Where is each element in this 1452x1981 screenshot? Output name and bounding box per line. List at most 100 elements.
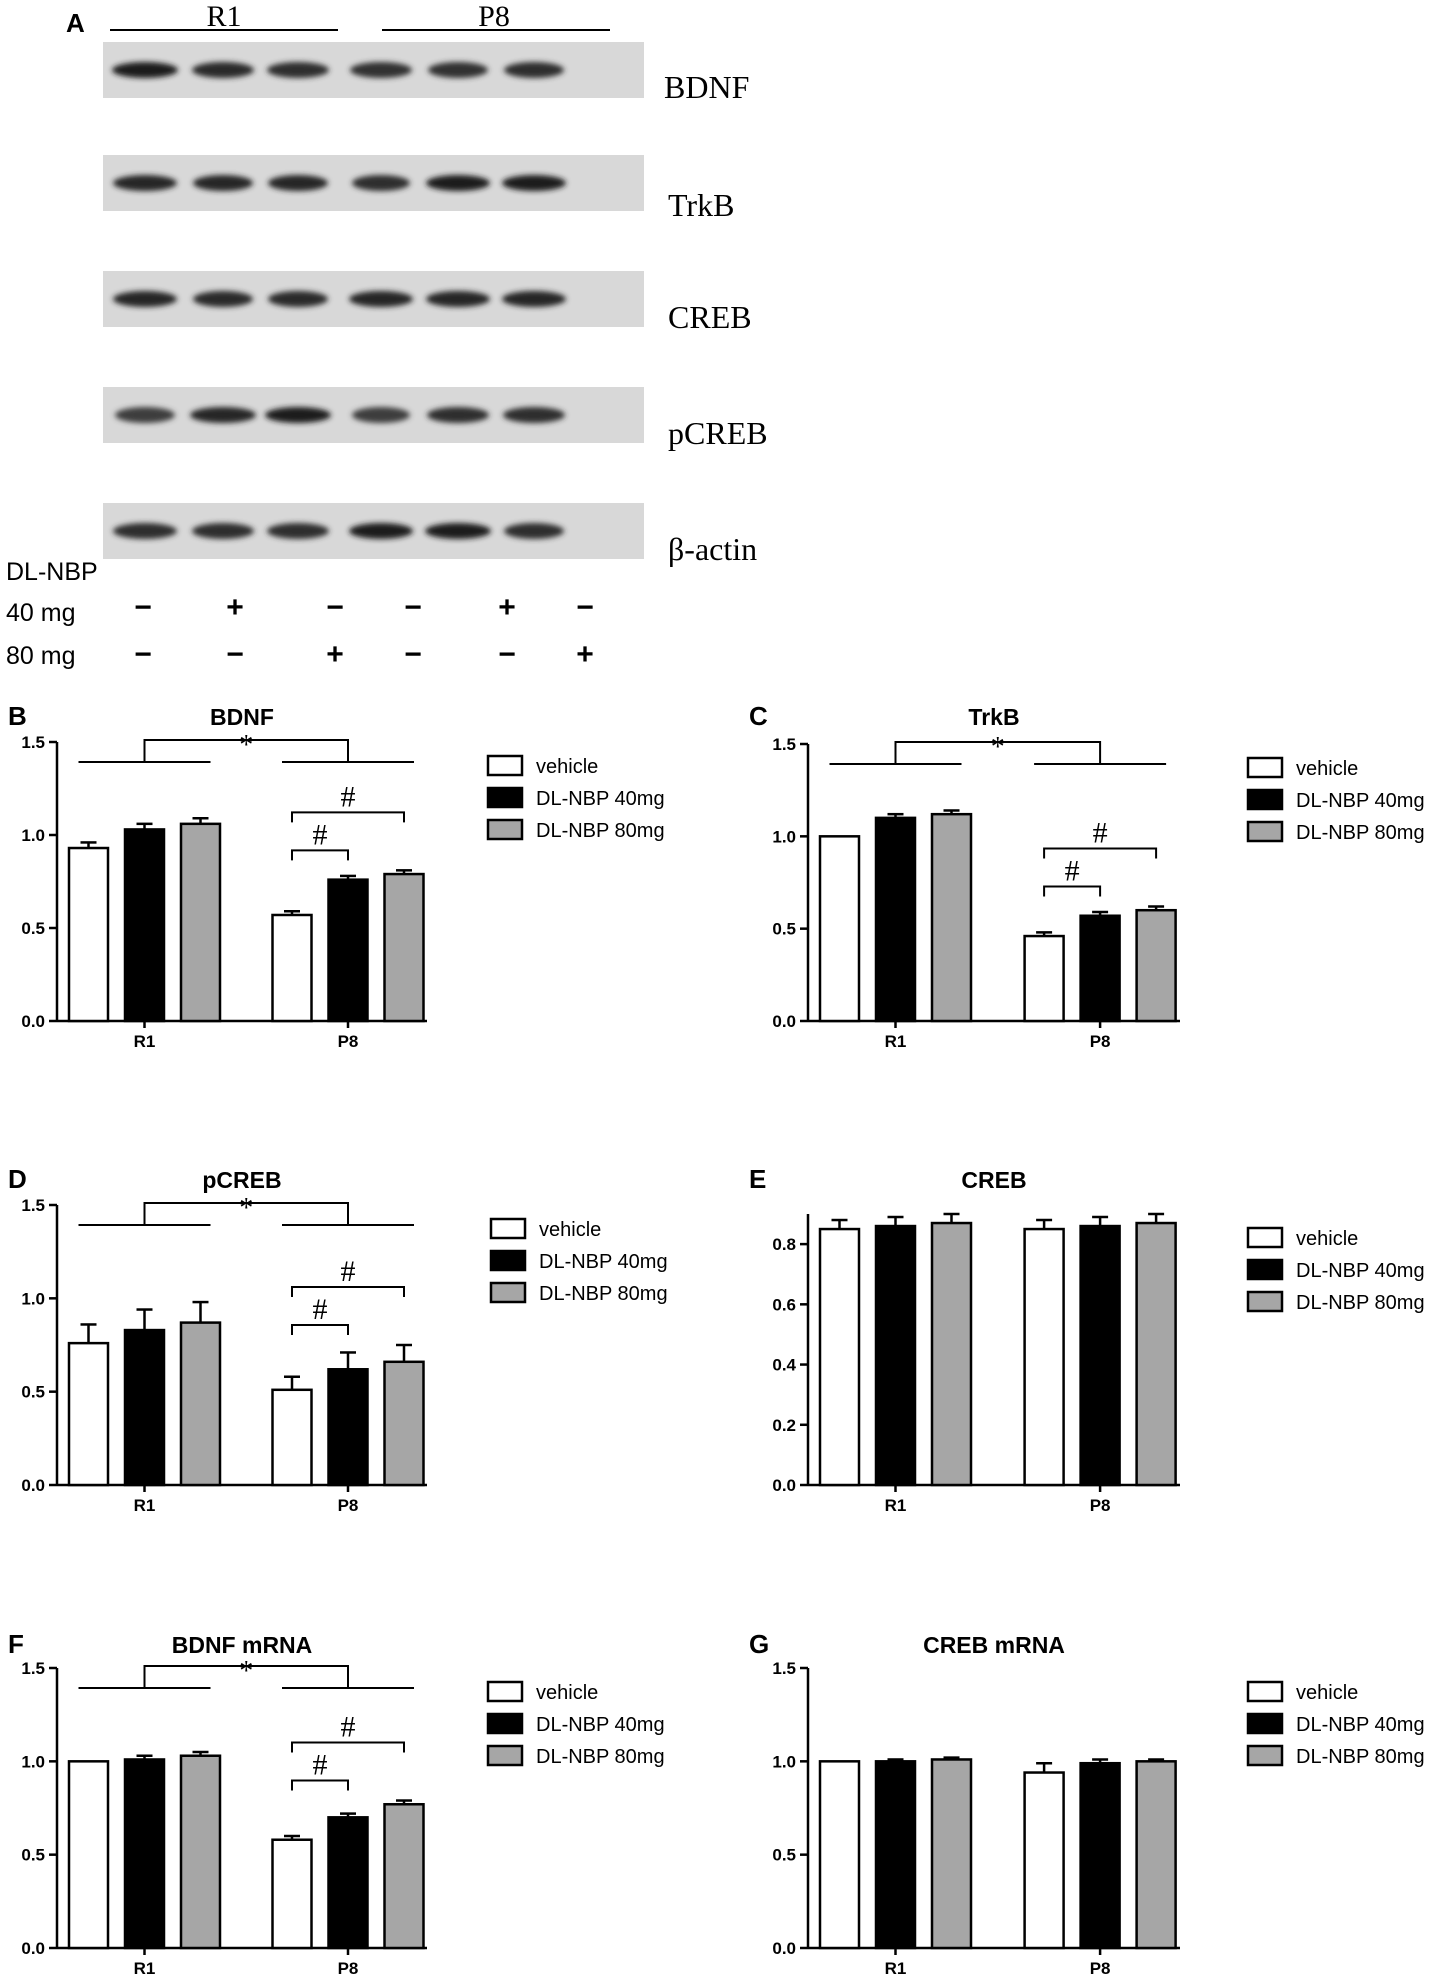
- legend-swatch: [1246, 1712, 1284, 1735]
- bar: [874, 1224, 917, 1487]
- blot-strip-4: [103, 503, 644, 559]
- bar: [818, 1760, 861, 1950]
- blot-band: [504, 523, 564, 539]
- treatment-signs: − + − − + − − − + − − +: [134, 591, 594, 671]
- legend-label: vehicle: [1296, 758, 1358, 780]
- x-tick-label: P8: [1090, 1959, 1111, 1978]
- treatment-sign: −: [576, 591, 594, 624]
- treatment-sign: +: [326, 638, 344, 671]
- treatment-sign: −: [226, 638, 244, 671]
- legend-label: DL-NBP 40mg: [1296, 1260, 1425, 1282]
- bar: [1079, 914, 1121, 1023]
- y-tick-label: 0.0: [772, 1939, 796, 1958]
- legend-label: DL-NBP 40mg: [539, 1251, 668, 1273]
- x-tick-label: P8: [1090, 1496, 1111, 1515]
- bar: [1135, 1221, 1177, 1487]
- bar: [1135, 908, 1177, 1023]
- legend-label: DL-NBP 80mg: [536, 820, 665, 842]
- legend-swatch: [486, 786, 524, 809]
- blot-band: [426, 291, 490, 307]
- y-tick-label: 0.2: [772, 1416, 796, 1435]
- sig-bracket-hash: [291, 1324, 349, 1335]
- blot-band: [190, 407, 256, 423]
- sig-bracket-star: [143, 739, 349, 762]
- bar: [874, 816, 917, 1023]
- group-label-p8: P8: [478, 0, 510, 33]
- treatment-sign: +: [226, 591, 244, 624]
- bar: [930, 812, 973, 1023]
- y-tick-label: 1.5: [772, 735, 796, 754]
- blot-band: [113, 291, 177, 307]
- x-tick-label: R1: [134, 1959, 156, 1978]
- x-tick-label: R1: [134, 1032, 156, 1051]
- y-tick-label: 0.0: [21, 1939, 45, 1958]
- legend-label: DL-NBP 40mg: [536, 1714, 665, 1736]
- y-tick-label: 0.4: [772, 1356, 796, 1375]
- blot-band: [504, 62, 564, 78]
- protein-label-creb: CREB: [668, 299, 752, 335]
- y-tick-label: 1.0: [21, 1289, 45, 1308]
- y-tick-label: 0.5: [21, 1383, 45, 1402]
- sig-star: *: [239, 730, 253, 761]
- panel-label-f: F: [8, 1629, 24, 1659]
- chart-title: BDNF mRNA: [172, 1632, 313, 1658]
- y-tick-label: 0.6: [772, 1295, 796, 1314]
- blot-band: [265, 407, 331, 423]
- legend-label: DL-NBP 80mg: [539, 1283, 668, 1305]
- x-tick-label: P8: [1090, 1032, 1111, 1051]
- sig-bracket-hash: [1043, 847, 1158, 859]
- sig-hash: #: [1065, 855, 1080, 888]
- legend-swatch: [1246, 1744, 1284, 1767]
- y-tick-label: 1.0: [21, 826, 45, 845]
- blot-strip-2: [103, 271, 644, 327]
- bar: [123, 828, 166, 1023]
- legend-swatch: [489, 1281, 527, 1304]
- sig-bracket-hash: [291, 849, 349, 861]
- bar: [67, 1341, 110, 1487]
- bar: [67, 1760, 110, 1950]
- protein-label-bdnf: BDNF: [664, 69, 749, 105]
- blot-band: [502, 175, 566, 191]
- y-tick-label: 0.5: [21, 919, 45, 938]
- blot-band: [267, 523, 329, 539]
- treatment-sign: −: [404, 591, 422, 624]
- bar: [271, 1388, 313, 1487]
- bar: [818, 1227, 861, 1487]
- blot-band: [352, 407, 410, 423]
- legend-label: DL-NBP 40mg: [536, 788, 665, 810]
- blot-band: [352, 175, 410, 191]
- legend-swatch: [486, 818, 524, 841]
- blot-strip-0: [103, 42, 644, 98]
- protein-label-pcreb: pCREB: [668, 415, 768, 451]
- chart-panel-e: E CREB 0.0 0.2 0.4 0.6 0.8 R1 P8 vehicle DL-NBP 40…: [749, 1164, 1425, 1515]
- legend-label: DL-NBP 80mg: [1296, 822, 1425, 844]
- legend-swatch: [1246, 820, 1284, 843]
- bar: [1079, 1761, 1121, 1950]
- sig-hash: #: [341, 780, 356, 813]
- legend-label: vehicle: [536, 756, 598, 778]
- x-tick-label: R1: [134, 1496, 156, 1515]
- panel-label-g: G: [749, 1629, 769, 1659]
- x-tick-label: P8: [338, 1032, 359, 1051]
- sig-hash: #: [341, 1711, 356, 1744]
- y-tick-label: 1.5: [21, 1659, 45, 1678]
- bar: [1023, 1227, 1065, 1487]
- blot-band: [193, 175, 253, 191]
- bar: [271, 913, 313, 1023]
- legend-swatch: [486, 1680, 524, 1703]
- legend-swatch: [1246, 1226, 1284, 1249]
- sig-bracket-star: [894, 741, 1102, 764]
- sig-bracket-hash: [1043, 885, 1102, 897]
- bar: [179, 1754, 222, 1950]
- chart-panel-c: C TrkB 0.0 0.5 1.0 1.5 R1 P8 * # # vehicle DL-NBP 40…: [749, 701, 1425, 1051]
- bar: [179, 822, 222, 1023]
- legend-label: DL-NBP 40mg: [1296, 790, 1425, 812]
- y-tick-label: 1.5: [772, 1659, 796, 1678]
- x-tick-label: P8: [338, 1496, 359, 1515]
- bar: [383, 872, 425, 1023]
- chart-panel-f: F BDNF mRNA 0.0 0.5 1.0 1.5 R1 P8 * # # vehicle DL-N…: [8, 1629, 665, 1978]
- blot-band: [426, 175, 490, 191]
- treatment-drug-label: DL-NBP: [6, 558, 98, 586]
- y-tick-label: 1.5: [21, 1196, 45, 1215]
